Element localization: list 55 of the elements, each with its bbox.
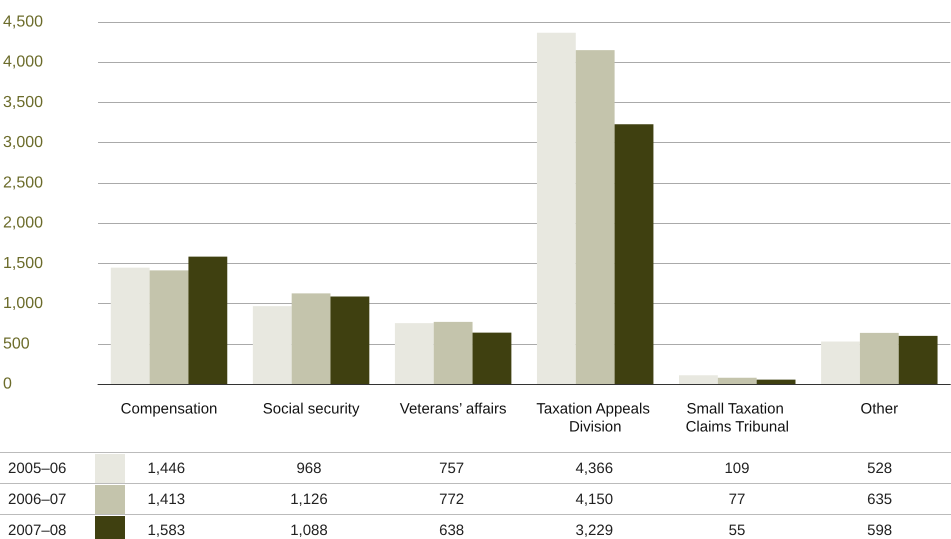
bar — [718, 378, 757, 384]
data-label: 635 — [808, 484, 951, 514]
y-tick-label: 3,500 — [3, 94, 44, 111]
data-label: 1,088 — [238, 514, 380, 539]
bar — [614, 124, 654, 384]
x-tick-label: Other — [860, 400, 898, 418]
y-tick-label: 4,500 — [3, 14, 44, 30]
data-label: 77 — [666, 484, 808, 514]
x-tick-label: Small Taxation Claims Tribunal — [686, 400, 789, 436]
legend-label: 2006–07 — [7, 490, 66, 508]
bar — [150, 270, 188, 384]
data-label: 3,229 — [522, 514, 666, 539]
x-tick-label: Veterans’ affairs — [400, 400, 507, 418]
data-label: 55 — [666, 514, 808, 539]
data-label: 4,150 — [522, 484, 666, 514]
bar — [394, 323, 434, 384]
bar — [679, 375, 718, 384]
bar — [110, 268, 150, 384]
y-tick-label: 3,000 — [3, 134, 44, 152]
bar — [821, 342, 860, 384]
data-label: 968 — [238, 452, 380, 484]
bar — [292, 293, 330, 384]
y-tick-label: 0 — [3, 376, 12, 392]
x-tick-label: Social security — [262, 400, 360, 418]
bar — [576, 50, 615, 384]
x-tick-label: Taxation Appeals Division — [536, 400, 654, 436]
bar — [756, 380, 796, 384]
x-tick-label: Compensation — [120, 400, 218, 418]
data-label: 528 — [808, 452, 951, 484]
data-label: 772 — [380, 484, 523, 514]
bar — [860, 332, 899, 384]
bar — [330, 296, 370, 384]
y-tick-label: 500 — [3, 335, 30, 352]
y-tick-label: 2,000 — [3, 214, 44, 232]
data-label: 757 — [380, 452, 523, 484]
data-label: 1,126 — [238, 484, 380, 514]
data-label: 1,583 — [95, 514, 238, 539]
bar — [472, 332, 512, 384]
data-label: 1,446 — [95, 452, 238, 484]
bar — [252, 306, 292, 384]
data-label: 638 — [380, 514, 523, 539]
legend-label: 2005–06 — [7, 460, 66, 476]
y-tick-label: 2,500 — [3, 174, 44, 192]
data-label: 598 — [808, 514, 951, 539]
y-tick-label: 1,500 — [3, 254, 44, 272]
data-label: 4,366 — [522, 452, 666, 484]
legend-label: 2007–08 — [7, 522, 66, 539]
bar — [536, 32, 576, 384]
y-tick-label: 4,000 — [3, 54, 44, 71]
bar — [898, 336, 938, 384]
data-label: 109 — [666, 452, 808, 484]
bar — [434, 322, 473, 384]
bar — [188, 256, 228, 384]
y-tick-label: 1,000 — [3, 295, 44, 312]
data-label: 1,413 — [95, 484, 238, 514]
